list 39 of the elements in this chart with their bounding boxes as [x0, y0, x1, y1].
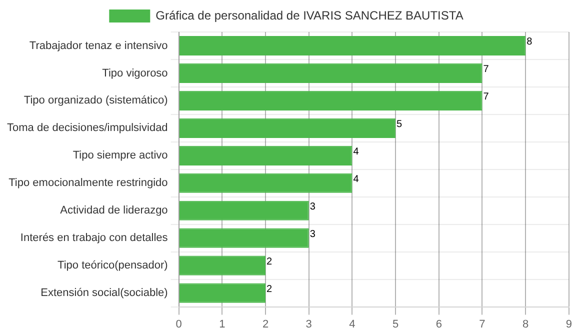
- data-label: 2: [266, 256, 272, 268]
- bar: [179, 36, 526, 56]
- legend-label: Gráfica de personalidad de IVARIS SANCHEZ BAUTISTA: [156, 8, 464, 22]
- bar: [179, 173, 352, 193]
- bar: [179, 200, 309, 220]
- x-tick-label: 2: [262, 318, 269, 330]
- y-tick-label: Tipo vigoroso: [102, 67, 168, 80]
- x-tick-label: 0: [176, 318, 182, 330]
- data-label: 7: [483, 64, 490, 75]
- x-tick-label: 5: [392, 318, 399, 330]
- data-label: 2: [266, 284, 272, 295]
- y-tick-label: Tipo siempre activo: [72, 150, 168, 162]
- x-tick-label: 3: [306, 318, 312, 330]
- bar: [179, 146, 352, 166]
- bar: [179, 118, 396, 138]
- data-label: 7: [483, 91, 490, 102]
- data-label: 8: [526, 36, 533, 48]
- y-tick-label: Toma de decisiones/impulsividad: [6, 122, 168, 134]
- bar: [179, 90, 482, 110]
- data-label: 5: [396, 118, 403, 130]
- y-tick-label: Tipo emocionalmente restringido: [8, 177, 168, 190]
- data-label: 3: [310, 228, 316, 240]
- x-tick-label: 6: [436, 318, 442, 330]
- x-tick-label: 4: [349, 318, 356, 330]
- y-tick-label: Tipo organizado (sistemático): [24, 94, 168, 107]
- data-label: 4: [353, 146, 360, 158]
- x-tick-label: 1: [219, 318, 226, 330]
- data-label: 3: [310, 201, 316, 212]
- x-tick-label: 7: [479, 318, 486, 330]
- data-label: 4: [353, 174, 360, 185]
- y-tick-label: Trabajador tenaz e intensivo: [29, 40, 168, 52]
- y-tick-label: Actividad de liderazgo: [60, 204, 168, 217]
- y-tick-label: Extensión social(sociable): [40, 287, 168, 300]
- y-tick-label: Interés en trabajo con detalles: [20, 232, 168, 244]
- x-tick-label: 8: [522, 318, 529, 330]
- bar: [179, 228, 309, 248]
- y-tick-label: Tipo teórico(pensador): [58, 260, 168, 272]
- bar: [179, 283, 266, 303]
- x-tick-label: 9: [566, 318, 572, 330]
